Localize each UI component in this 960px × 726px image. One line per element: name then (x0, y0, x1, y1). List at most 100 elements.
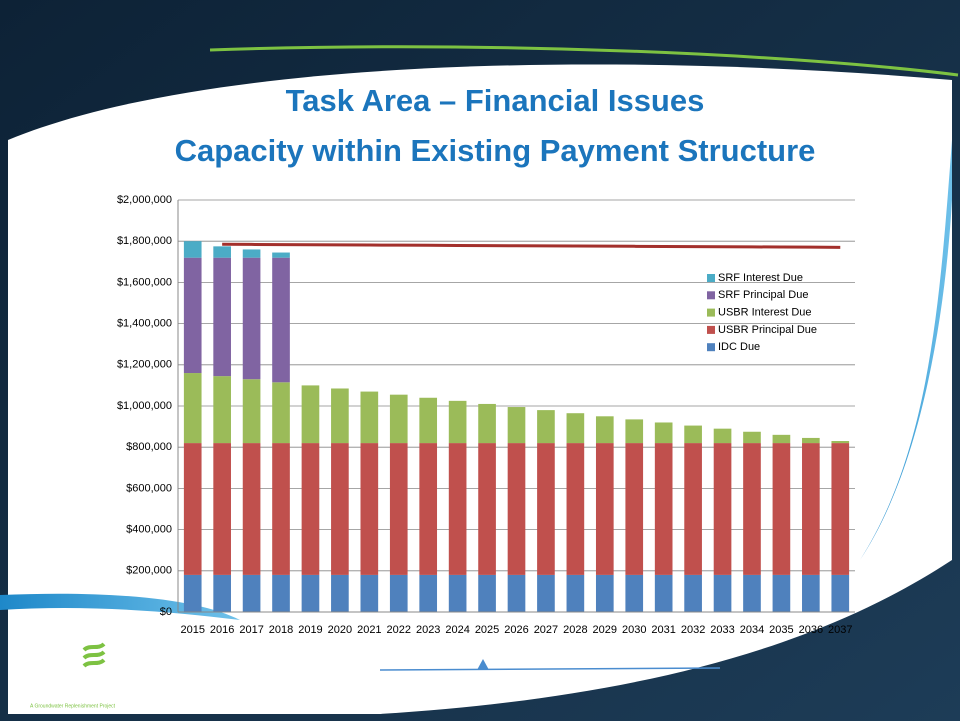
bar-segment (654, 574, 673, 612)
y-tick-label: $1,200,000 (117, 359, 172, 371)
legend-swatch (707, 274, 715, 282)
bar-segment (507, 574, 526, 612)
bar-segment (595, 443, 614, 575)
x-tick-label: 2031 (651, 624, 675, 636)
legend-swatch (707, 325, 715, 334)
bar-segment (654, 443, 673, 575)
x-tick-label: 2027 (534, 624, 558, 636)
x-tick-label: 2021 (357, 624, 381, 636)
x-tick-label: 2034 (740, 624, 764, 636)
bar-segment (272, 574, 290, 612)
x-tick-label: 2016 (210, 624, 234, 636)
bar-segment (478, 574, 496, 612)
bar-segment (301, 574, 320, 612)
bar-segment (713, 443, 732, 575)
bar-segment (831, 441, 850, 444)
bar-segment (272, 257, 290, 383)
x-tick-label: 2035 (769, 624, 793, 636)
legend-label: USBR Interest Due (718, 307, 812, 319)
bar-segment (272, 443, 290, 575)
bar-segment (272, 252, 290, 258)
x-tick-label: 2032 (681, 624, 705, 636)
bar-segment (389, 574, 408, 612)
legend-swatch (707, 343, 715, 352)
y-tick-label: $2,000,000 (117, 194, 172, 206)
bar-segment (360, 391, 379, 444)
bar-segment (654, 422, 673, 444)
bar-segment (772, 574, 791, 612)
bar-segment (625, 419, 644, 444)
y-tick-label: $1,000,000 (117, 400, 172, 412)
bar-segment (537, 574, 555, 612)
bar-segment (831, 574, 850, 612)
y-tick-label: $800,000 (126, 441, 172, 453)
legend-label: IDC Due (718, 341, 760, 353)
y-tick-label: $1,400,000 (117, 318, 172, 330)
y-tick-label: $0 (160, 606, 172, 618)
logo-name: Pure Water Monterey (22, 688, 133, 700)
bar-segment (183, 443, 202, 575)
x-tick-label: 2037 (828, 624, 852, 636)
bar-segment (743, 431, 761, 444)
logo-waves (82, 642, 106, 668)
bar-segment (183, 574, 202, 612)
bar-segment (595, 574, 614, 612)
bar-segment (331, 443, 349, 575)
title-line: Task Area – Financial Issues (286, 83, 705, 118)
x-tick-label: 2025 (475, 624, 499, 636)
x-tick-label: 2024 (445, 624, 469, 636)
bar-segment (448, 443, 467, 575)
bar-segment (183, 241, 202, 258)
bar-segment (566, 413, 585, 444)
x-tick-label: 2036 (799, 624, 823, 636)
divider (379, 667, 721, 671)
bar-segment (566, 574, 585, 612)
marker (477, 659, 489, 670)
bar-segment (213, 246, 231, 258)
x-tick-label: 2033 (710, 624, 734, 636)
logo-drop (61, 627, 98, 681)
bar-segment (743, 443, 761, 575)
bar-segment (743, 574, 761, 612)
bar-segment (242, 257, 261, 380)
bar-segment (242, 443, 261, 575)
bar-segment (713, 574, 732, 612)
x-tick-label: 2022 (387, 624, 411, 636)
bar-segment (183, 257, 202, 374)
bar-segment (360, 574, 379, 612)
legend-label: USBR Principal Due (718, 324, 817, 336)
bar-segment (419, 574, 438, 612)
bar-segment (213, 376, 231, 444)
bar-segment (507, 407, 526, 444)
bar-segment (213, 443, 231, 575)
blue-swoosh (0, 593, 240, 620)
bar-segment (301, 385, 320, 444)
bar-segment (213, 257, 231, 377)
y-tick-label: $1,800,000 (117, 235, 172, 247)
x-tick-label: 2019 (298, 624, 322, 636)
bar-segment (684, 574, 702, 612)
bar-segment (389, 443, 408, 575)
bar-segment (802, 443, 820, 575)
x-tick-label: 2023 (416, 624, 440, 636)
bar-segment (419, 443, 438, 575)
logo-tagline: A Groundwater Replenishment Project (30, 703, 116, 709)
bar-segment (272, 382, 290, 444)
bar-segment (419, 397, 438, 444)
y-tick-label: $400,000 (126, 524, 172, 536)
bar-segment (478, 443, 496, 575)
bar-segment (566, 443, 585, 575)
x-tick-label: 2017 (239, 624, 263, 636)
blue-swoosh-right (860, 140, 952, 560)
bar-segment (301, 443, 320, 575)
bar-segment (478, 403, 496, 444)
y-tick-label: $600,000 (126, 482, 172, 494)
bar-segment (448, 400, 467, 444)
x-tick-label: 2015 (180, 624, 204, 636)
x-tick-label: 2030 (622, 624, 646, 636)
legend-label: SRF Principal Due (718, 289, 808, 301)
x-tick-label: 2018 (269, 624, 293, 636)
bar-segment (831, 443, 850, 575)
x-tick-label: 2029 (593, 624, 617, 636)
